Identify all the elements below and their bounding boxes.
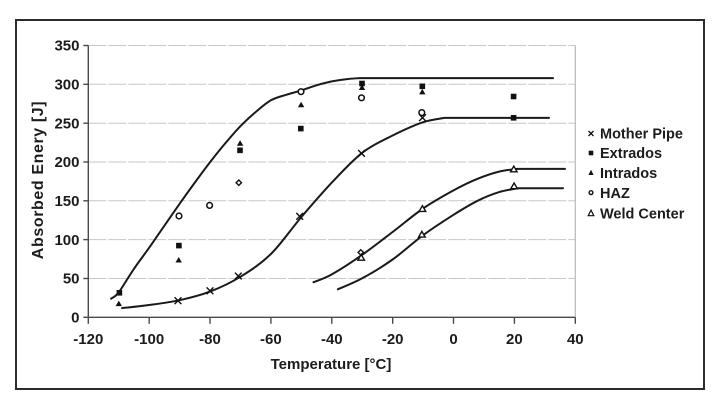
svg-text:-20: -20	[382, 331, 404, 348]
svg-text:Absorbed Enery [J]: Absorbed Enery [J]	[30, 101, 47, 259]
svg-text:-40: -40	[321, 331, 343, 348]
svg-text:-80: -80	[199, 331, 221, 348]
svg-text:Extrados: Extrados	[600, 146, 662, 162]
svg-text:-120: -120	[73, 331, 103, 348]
svg-text:0: 0	[71, 310, 79, 327]
svg-text:200: 200	[54, 154, 79, 171]
svg-text:50: 50	[63, 271, 80, 288]
svg-text:Weld Center: Weld Center	[600, 207, 685, 223]
svg-text:300: 300	[54, 77, 79, 94]
svg-text:Mother Pipe: Mother Pipe	[600, 127, 683, 143]
svg-text:-100: -100	[134, 331, 164, 348]
svg-text:40: 40	[567, 331, 584, 348]
svg-text:Temperature [°C]: Temperature [°C]	[271, 356, 392, 373]
svg-text:350: 350	[54, 38, 79, 55]
svg-text:HAZ: HAZ	[600, 186, 630, 202]
svg-text:-60: -60	[260, 331, 282, 348]
svg-text:150: 150	[54, 193, 79, 210]
svg-text:Intrados: Intrados	[600, 166, 657, 182]
svg-text:20: 20	[506, 331, 523, 348]
svg-text:0: 0	[449, 331, 457, 348]
svg-text:100: 100	[54, 232, 79, 249]
svg-text:250: 250	[54, 115, 79, 132]
